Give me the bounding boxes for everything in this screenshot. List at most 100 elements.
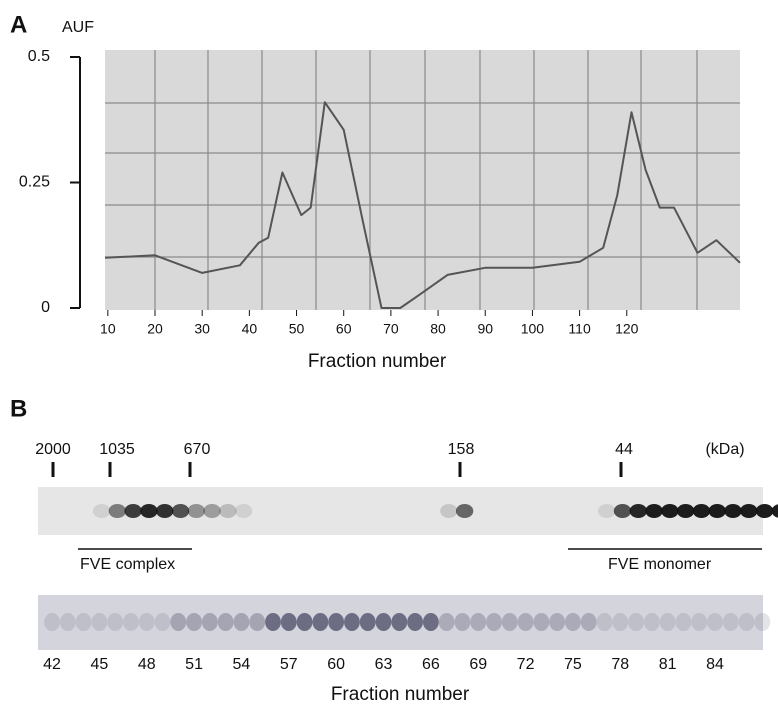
band: [708, 504, 726, 518]
fraction-label: 84: [706, 656, 724, 673]
x-tick-label: 20: [147, 321, 163, 337]
y-tick-label: 0.25: [19, 174, 50, 191]
band: [533, 613, 550, 631]
band: [692, 504, 711, 518]
trace: [104, 101, 741, 309]
paper-grid: [105, 50, 740, 310]
band: [613, 504, 632, 518]
fraction-label: 81: [659, 656, 677, 673]
band: [156, 504, 174, 518]
band: [359, 613, 376, 631]
band: [203, 504, 221, 518]
x-tick-label: 60: [336, 321, 352, 337]
band: [75, 613, 92, 631]
band: [123, 613, 139, 631]
band: [219, 504, 237, 518]
band: [771, 504, 778, 518]
band: [470, 613, 487, 631]
x-tick-label: 10: [100, 321, 116, 337]
band: [328, 613, 345, 631]
complex-label: FVE complex: [80, 556, 175, 573]
size-markers: 2000 1035 670 158 44 (kDa): [35, 441, 745, 477]
band: [691, 613, 708, 631]
band: [108, 504, 127, 518]
marker-label: 44: [615, 441, 633, 458]
plot-paper: [105, 50, 740, 310]
band: [676, 504, 695, 518]
fraction-label: 66: [422, 656, 440, 673]
band: [154, 613, 171, 631]
x-tick-label: 110: [568, 321, 591, 337]
x-tick-label: 80: [430, 321, 446, 337]
band: [738, 613, 755, 631]
band: [438, 613, 455, 631]
gel-bands: [44, 613, 771, 631]
band: [92, 504, 111, 518]
band: [643, 613, 660, 631]
marker-label: 2000: [35, 441, 71, 458]
band: [59, 613, 76, 631]
band: [375, 613, 392, 631]
x-tick-label: 50: [289, 321, 305, 337]
band: [628, 613, 644, 631]
band: [391, 613, 408, 631]
fraction-label: 69: [469, 656, 487, 673]
fraction-label: 42: [43, 656, 61, 673]
band: [249, 613, 266, 631]
fraction-label: 45: [90, 656, 108, 673]
band: [138, 613, 155, 631]
band: [740, 504, 758, 518]
band: [280, 613, 297, 631]
fraction-label: 72: [517, 656, 535, 673]
band: [598, 504, 616, 518]
band: [659, 613, 676, 631]
fraction-label: 57: [280, 656, 298, 673]
band: [707, 613, 723, 631]
band: [596, 613, 613, 631]
band: [201, 613, 218, 631]
band: [170, 613, 187, 631]
x-axis-label: Fraction number: [331, 684, 470, 705]
band: [501, 613, 518, 631]
blot-bands: [92, 504, 778, 518]
fraction-label: 54: [233, 656, 251, 673]
band: [44, 613, 60, 631]
band: [724, 504, 742, 518]
band: [124, 504, 142, 518]
unit-label: (kDa): [705, 441, 744, 458]
marker-label: 158: [448, 441, 475, 458]
band: [486, 613, 502, 631]
band: [549, 613, 566, 631]
fraction-label: 60: [327, 656, 345, 673]
x-tick-label: 40: [242, 321, 258, 337]
panel-label: A: [10, 11, 27, 38]
y-tick-label: 0: [41, 299, 50, 316]
panel-label: B: [10, 395, 27, 422]
band: [296, 613, 313, 631]
x-tick-label: 30: [194, 321, 210, 337]
marker-label: 1035: [99, 441, 135, 458]
band: [234, 504, 253, 518]
band: [454, 613, 471, 631]
x-tick-label: 70: [383, 321, 399, 337]
band: [754, 613, 771, 631]
y-axis-label: AUF: [62, 19, 94, 36]
band: [455, 504, 474, 518]
band: [517, 613, 534, 631]
band: [629, 504, 647, 518]
band: [312, 613, 329, 631]
band: [217, 613, 234, 631]
band: [187, 504, 205, 518]
band: [344, 613, 360, 631]
band: [186, 613, 202, 631]
band: [107, 613, 124, 631]
band: [233, 613, 250, 631]
band: [722, 613, 739, 631]
band: [440, 504, 458, 518]
band: [755, 504, 774, 518]
band: [645, 504, 663, 518]
band: [140, 504, 158, 518]
band: [661, 504, 679, 518]
band: [91, 613, 108, 631]
